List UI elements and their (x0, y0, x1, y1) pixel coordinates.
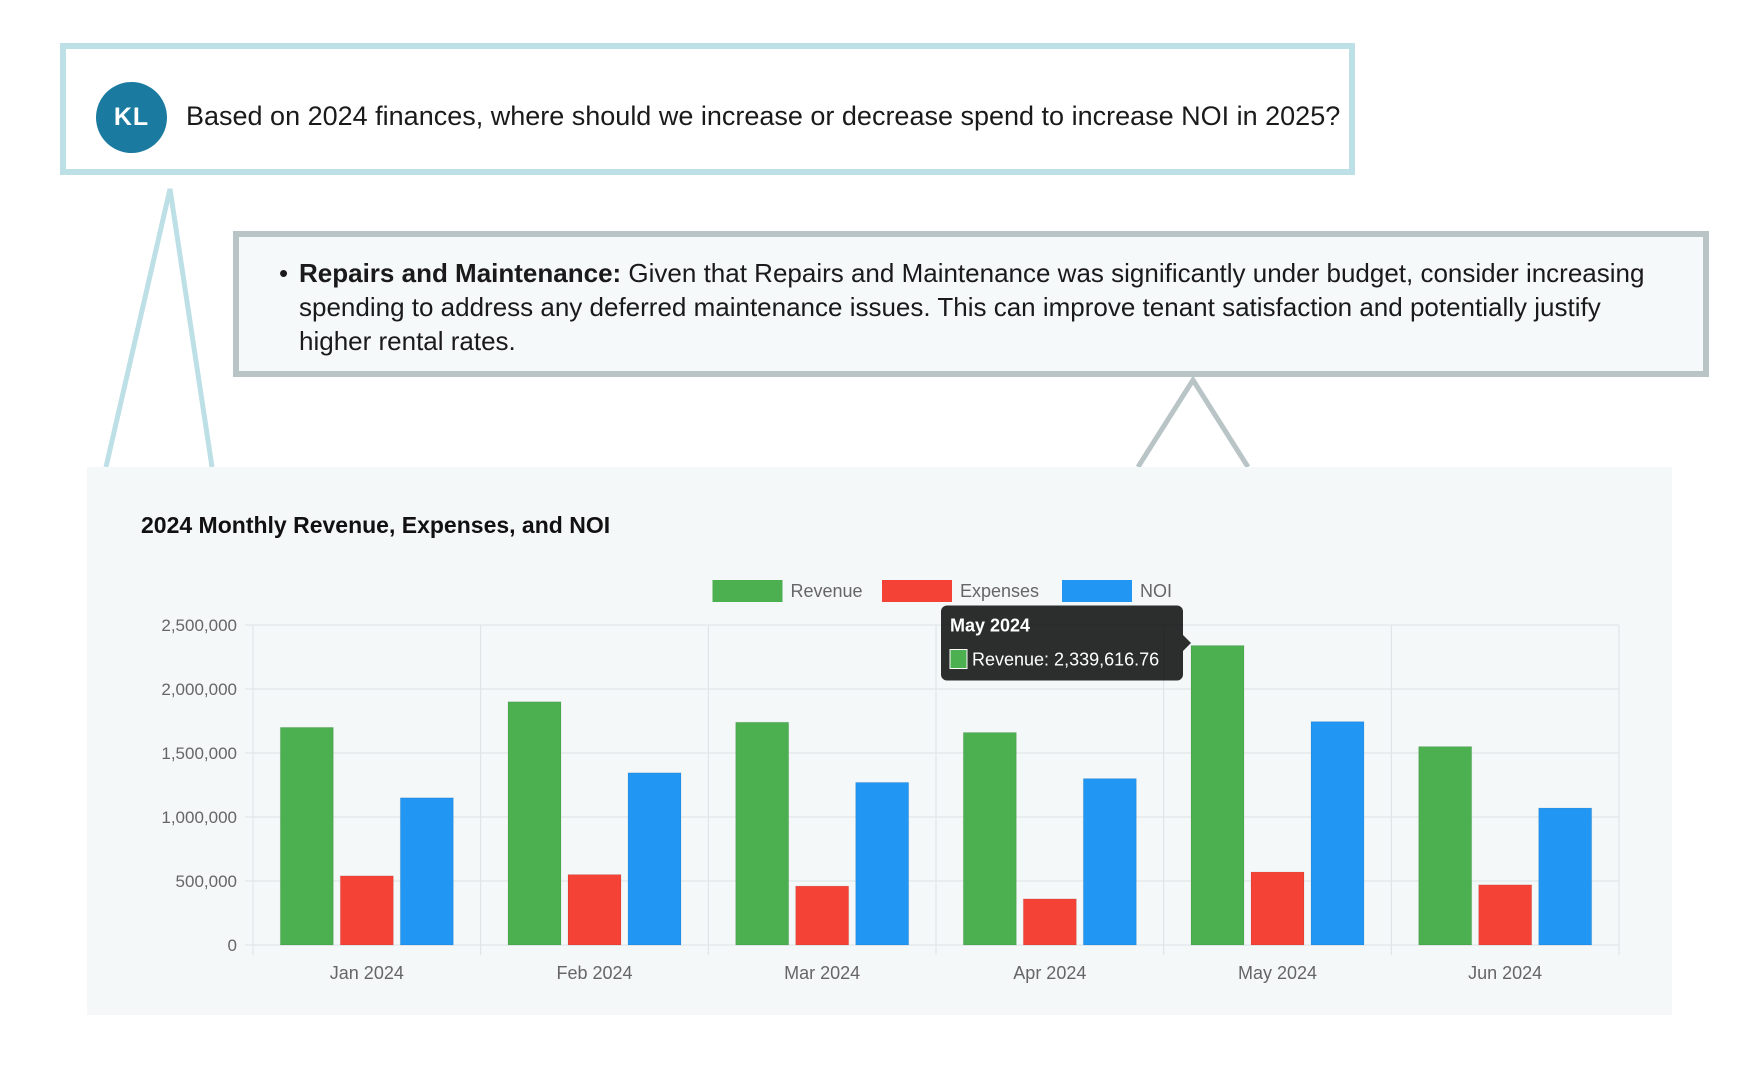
bar-revenue-jan-2024[interactable] (279, 726, 334, 946)
bar-revenue-apr-2024[interactable] (962, 732, 1017, 946)
y-tick-label: 2,000,000 (161, 680, 237, 699)
y-tick-label: 500,000 (176, 872, 237, 891)
chart-title: 2024 Monthly Revenue, Expenses, and NOI (141, 512, 611, 538)
bar-noi-jan-2024[interactable] (399, 797, 454, 946)
tooltip-caret (1183, 635, 1191, 652)
legend-label-noi[interactable]: NOI (1140, 581, 1172, 601)
y-tick-label: 0 (228, 936, 237, 955)
bar-revenue-feb-2024[interactable] (507, 701, 562, 946)
x-tick-label: Feb 2024 (556, 963, 632, 983)
assistant-answer-card: • Repairs and Maintenance: Given that Re… (233, 231, 1709, 377)
answer-bullet-item: • Repairs and Maintenance: Given that Re… (279, 256, 1663, 358)
legend-label-expenses[interactable]: Expenses (960, 581, 1039, 601)
bar-noi-apr-2024[interactable] (1082, 778, 1137, 946)
bar-expenses-apr-2024[interactable] (1022, 898, 1077, 946)
bar-revenue-jun-2024[interactable] (1418, 746, 1473, 946)
chart-panel: 2024 Monthly Revenue, Expenses, and NOI … (87, 467, 1672, 1015)
bar-expenses-mar-2024[interactable] (795, 885, 850, 946)
x-tick-label: Jun 2024 (1468, 963, 1542, 983)
legend-swatch-noi[interactable] (1062, 580, 1132, 602)
y-tick-label: 1,500,000 (161, 744, 237, 763)
user-question-card: KL Based on 2024 finances, where should … (60, 43, 1355, 175)
x-tick-label: Apr 2024 (1013, 963, 1086, 983)
legend-swatch-expenses[interactable] (882, 580, 952, 602)
tooltip-title: May 2024 (950, 616, 1030, 636)
bar-noi-mar-2024[interactable] (855, 781, 910, 946)
tooltip-swatch (949, 649, 968, 670)
y-tick-label: 1,000,000 (161, 808, 237, 827)
x-tick-label: Jan 2024 (330, 963, 404, 983)
tooltip-box (941, 605, 1183, 681)
y-tick-label: 2,500,000 (161, 616, 237, 635)
x-tick-label: May 2024 (1238, 963, 1317, 983)
tooltip-value: Revenue: 2,339,616.76 (972, 650, 1159, 670)
x-tick-label: Mar 2024 (784, 963, 860, 983)
answer-connector (1135, 375, 1251, 469)
bar-revenue-may-2024[interactable] (1190, 645, 1245, 946)
bar-chart[interactable]: 0 500,000 1,000,000 1,500,000 2,000,000 2,500… (87, 467, 1672, 1015)
bar-expenses-may-2024[interactable] (1250, 871, 1305, 946)
bar-noi-jun-2024[interactable] (1538, 807, 1593, 946)
bar-expenses-feb-2024[interactable] (567, 874, 622, 946)
bar-expenses-jan-2024[interactable] (339, 875, 394, 946)
bar-noi-feb-2024[interactable] (627, 772, 682, 946)
answer-body: Given that Repairs and Maintenance was s… (299, 258, 1645, 356)
bar-revenue-mar-2024[interactable] (735, 721, 790, 946)
bullet-marker: • (279, 258, 289, 288)
bar-noi-may-2024[interactable] (1310, 721, 1365, 946)
legend-label-revenue[interactable]: Revenue (791, 581, 863, 601)
answer-term: Repairs and Maintenance: (299, 258, 622, 288)
question-text: Based on 2024 finances, where should we … (186, 101, 1341, 131)
bar-expenses-jun-2024[interactable] (1478, 884, 1533, 946)
legend-swatch-revenue[interactable] (712, 580, 783, 602)
user-avatar: KL (96, 82, 167, 153)
question-connector (103, 188, 215, 468)
